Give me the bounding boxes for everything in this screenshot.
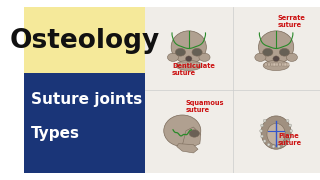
Bar (180, 63, 183, 66)
Bar (273, 63, 276, 66)
Text: Denticulate
suture: Denticulate suture (172, 63, 215, 76)
Ellipse shape (263, 119, 266, 122)
Bar (268, 63, 270, 66)
Bar (200, 63, 202, 66)
Bar (186, 63, 188, 66)
Bar (192, 63, 194, 66)
Text: Serrate
suture: Serrate suture (278, 15, 306, 28)
Ellipse shape (272, 145, 275, 148)
Bar (178, 63, 180, 66)
Ellipse shape (260, 129, 262, 132)
Ellipse shape (286, 140, 289, 143)
Ellipse shape (259, 31, 294, 63)
Ellipse shape (282, 143, 285, 146)
Bar (183, 63, 185, 66)
Ellipse shape (279, 48, 290, 56)
Ellipse shape (289, 135, 292, 138)
Bar (282, 63, 284, 66)
Ellipse shape (263, 48, 273, 56)
Polygon shape (177, 144, 198, 153)
Ellipse shape (277, 145, 280, 148)
Bar (279, 63, 281, 66)
Ellipse shape (267, 143, 270, 146)
Bar (276, 63, 278, 66)
Ellipse shape (261, 116, 291, 149)
Bar (287, 63, 290, 66)
Bar (24, 73, 145, 173)
Ellipse shape (263, 140, 266, 143)
Ellipse shape (199, 53, 210, 61)
Bar (145, 7, 320, 173)
Ellipse shape (286, 53, 297, 61)
Ellipse shape (192, 48, 202, 56)
Text: Suture joints: Suture joints (31, 92, 142, 107)
Ellipse shape (171, 31, 206, 63)
Text: Squamous
suture: Squamous suture (186, 100, 224, 113)
Ellipse shape (290, 129, 292, 132)
Text: Plane
suture: Plane suture (278, 133, 302, 146)
Bar (265, 63, 267, 66)
Bar (189, 63, 191, 66)
Text: Osteology: Osteology (9, 28, 160, 54)
Ellipse shape (260, 124, 263, 127)
Ellipse shape (186, 56, 192, 62)
Bar (197, 63, 199, 66)
Bar (284, 63, 287, 66)
Polygon shape (182, 127, 201, 147)
Ellipse shape (289, 124, 292, 127)
Ellipse shape (286, 119, 289, 122)
Ellipse shape (267, 123, 285, 145)
Ellipse shape (189, 130, 199, 137)
Ellipse shape (164, 115, 201, 147)
Ellipse shape (263, 60, 289, 71)
Ellipse shape (175, 48, 186, 56)
Ellipse shape (273, 56, 279, 62)
Text: Types: Types (31, 126, 80, 141)
Ellipse shape (255, 53, 266, 61)
Bar (271, 63, 273, 66)
Ellipse shape (167, 53, 179, 61)
Bar (24, 7, 145, 73)
Ellipse shape (260, 135, 263, 138)
Bar (194, 63, 196, 66)
Ellipse shape (176, 60, 202, 71)
